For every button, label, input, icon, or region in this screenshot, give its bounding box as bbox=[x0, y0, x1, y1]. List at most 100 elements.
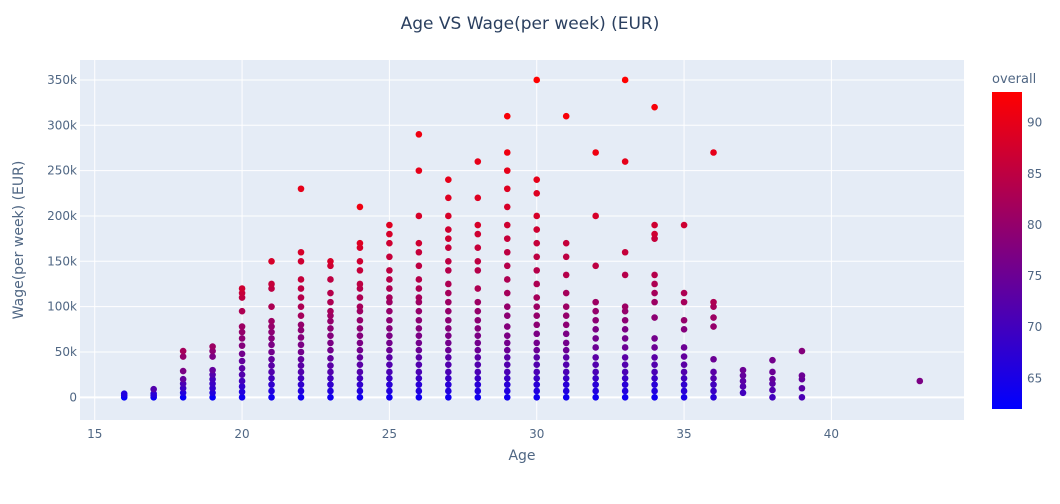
scatter-point bbox=[209, 347, 216, 355]
scatter-point bbox=[297, 294, 305, 301]
scatter-point bbox=[621, 368, 629, 376]
scatter-point bbox=[533, 76, 541, 84]
scatter-point bbox=[356, 374, 364, 382]
scatter-point bbox=[739, 366, 747, 374]
scatter-point bbox=[179, 375, 187, 383]
scatter-point bbox=[327, 339, 334, 347]
scatter-point bbox=[503, 248, 511, 256]
scatter-point bbox=[710, 323, 717, 330]
scatter-point bbox=[415, 212, 423, 220]
scatter-point bbox=[327, 368, 334, 376]
scatter-point bbox=[415, 248, 423, 256]
scatter-point bbox=[445, 212, 452, 220]
scatter-point bbox=[503, 346, 511, 354]
scatter-point bbox=[533, 354, 541, 361]
scatter-point bbox=[386, 285, 393, 292]
scatter-point bbox=[592, 387, 599, 395]
colorbar-tick-label: 90 bbox=[1027, 116, 1042, 130]
x-tick-label: 25 bbox=[382, 427, 397, 441]
scatter-point bbox=[150, 385, 157, 393]
scatter-point bbox=[533, 239, 541, 247]
scatter-point bbox=[445, 298, 452, 306]
scatter-point bbox=[445, 381, 452, 388]
scatter-point bbox=[474, 298, 482, 306]
scatter-point bbox=[386, 346, 393, 354]
y-axis-ticks: 0 50k 100k 150k 200k 250k 300k 350k bbox=[47, 73, 77, 404]
scatter-point bbox=[533, 189, 541, 197]
scatter-point bbox=[415, 285, 423, 292]
scatter-point bbox=[386, 294, 393, 301]
scatter-point bbox=[268, 280, 275, 288]
scatter-point bbox=[268, 258, 275, 265]
scatter-point bbox=[503, 167, 511, 174]
scatter-point bbox=[415, 131, 423, 138]
scatter-point bbox=[297, 381, 305, 388]
scatter-point bbox=[562, 239, 570, 247]
colorbar-tick-label: 65 bbox=[1027, 371, 1042, 385]
scatter-point bbox=[474, 354, 482, 361]
y-tick-label: 150k bbox=[47, 254, 77, 268]
scatter-point bbox=[621, 76, 629, 84]
scatter-point bbox=[562, 381, 570, 388]
scatter-point bbox=[533, 339, 541, 347]
scatter-point bbox=[415, 346, 423, 354]
scatter-point bbox=[680, 298, 688, 306]
scatter-point bbox=[592, 326, 599, 333]
scatter-point bbox=[562, 354, 570, 361]
scatter-point bbox=[356, 239, 364, 247]
scatter-point bbox=[651, 335, 658, 342]
y-tick-label: 200k bbox=[47, 209, 77, 223]
y-tick-label: 300k bbox=[47, 118, 77, 132]
scatter-point bbox=[651, 221, 658, 229]
scatter-point bbox=[445, 374, 452, 382]
scatter-point bbox=[179, 389, 187, 397]
scatter-point bbox=[179, 367, 187, 375]
scatter-point bbox=[562, 339, 570, 347]
scatter-point bbox=[445, 267, 452, 274]
scatter-point bbox=[179, 380, 187, 388]
scatter-point bbox=[621, 271, 629, 279]
scatter-point bbox=[415, 316, 423, 324]
scatter-point bbox=[327, 362, 334, 369]
scatter-point bbox=[415, 325, 423, 332]
scatter-point bbox=[503, 354, 511, 361]
scatter-point bbox=[445, 368, 452, 376]
scatter-point bbox=[680, 353, 688, 360]
scatter-point bbox=[621, 326, 629, 333]
scatter-point bbox=[327, 381, 334, 388]
scatter-point bbox=[651, 344, 658, 351]
scatter-point bbox=[474, 230, 482, 238]
scatter-point bbox=[798, 384, 806, 392]
colorbar-tick-label: 75 bbox=[1027, 269, 1042, 283]
colorbar: overall 65 70 75 80 85 90 bbox=[992, 72, 1042, 409]
scatter-point bbox=[445, 332, 452, 339]
scatter-point bbox=[238, 328, 246, 336]
scatter-point bbox=[297, 368, 305, 376]
scatter-point bbox=[680, 344, 688, 351]
scatter-point bbox=[238, 371, 246, 378]
scatter-point bbox=[415, 262, 423, 270]
scatter-point bbox=[503, 203, 511, 211]
scatter-point bbox=[562, 394, 570, 401]
scatter-point bbox=[651, 381, 658, 388]
scatter-point bbox=[503, 332, 511, 339]
scatter-point bbox=[238, 307, 246, 315]
scatter-point bbox=[769, 375, 776, 383]
scatter-point bbox=[592, 344, 599, 351]
scatter-point bbox=[680, 361, 688, 368]
scatter-point bbox=[327, 262, 334, 270]
scatter-point bbox=[680, 368, 688, 376]
scatter-point bbox=[297, 321, 305, 329]
scatter-point bbox=[798, 347, 806, 355]
scatter-point bbox=[356, 361, 364, 368]
scatter-point bbox=[503, 303, 511, 310]
scatter-point bbox=[356, 332, 364, 339]
scatter-point bbox=[386, 339, 393, 347]
scatter-point bbox=[327, 355, 334, 362]
scatter-point bbox=[415, 374, 423, 382]
scatter-point bbox=[562, 312, 570, 320]
scatter-point bbox=[268, 387, 275, 395]
scatter-point bbox=[474, 332, 482, 339]
y-tick-label: 350k bbox=[47, 73, 77, 87]
